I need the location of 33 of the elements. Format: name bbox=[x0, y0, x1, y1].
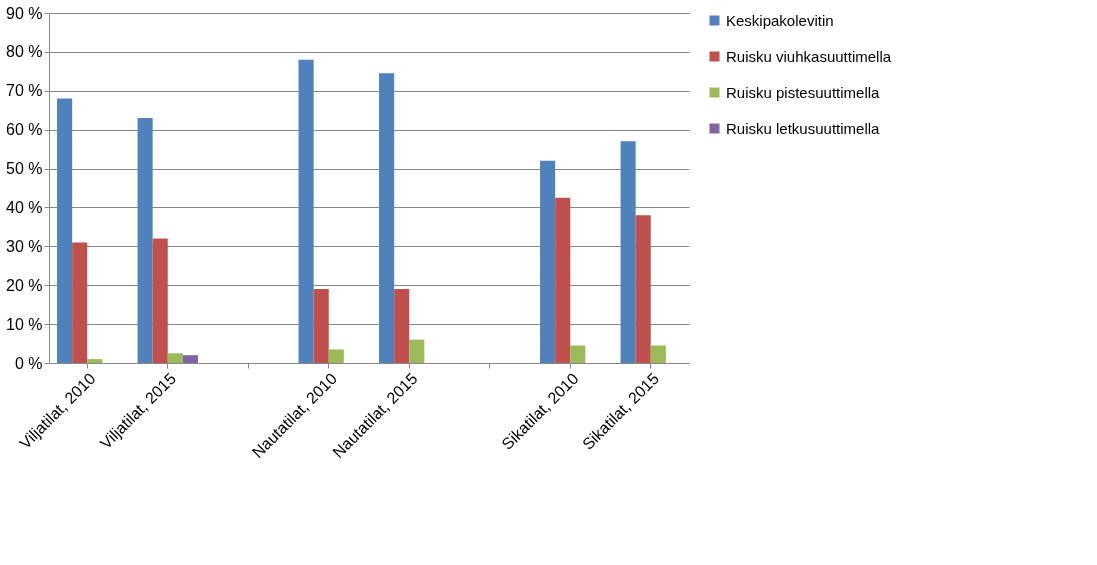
bar bbox=[137, 118, 153, 363]
y-tick-label: 60 % bbox=[6, 121, 43, 139]
legend-label: Ruisku letkusuuttimella bbox=[726, 119, 881, 137]
y-tick-label: 10 % bbox=[6, 315, 43, 333]
y-tick-label: 40 % bbox=[6, 198, 43, 216]
y-tick-label: 70 % bbox=[6, 82, 43, 100]
bar bbox=[72, 242, 88, 363]
bar bbox=[167, 353, 183, 363]
bar bbox=[87, 359, 103, 363]
bar bbox=[555, 197, 571, 363]
bar bbox=[182, 355, 198, 363]
legend-label: Ruisku pistesuuttimella bbox=[726, 83, 881, 101]
bar bbox=[394, 289, 410, 363]
bar bbox=[620, 141, 636, 363]
bar bbox=[328, 349, 344, 363]
legend-label: Keskipakolevitin bbox=[726, 11, 834, 29]
y-tick-label: 30 % bbox=[6, 237, 43, 255]
bar bbox=[313, 289, 329, 363]
bar bbox=[409, 339, 425, 363]
y-tick-label: 0 % bbox=[14, 354, 43, 372]
bar bbox=[298, 59, 314, 363]
bar bbox=[540, 160, 556, 363]
bar bbox=[570, 345, 586, 363]
y-tick-label: 90 % bbox=[6, 4, 43, 22]
y-tick-label: 20 % bbox=[6, 276, 43, 294]
y-tick-label: 80 % bbox=[6, 43, 43, 61]
bar bbox=[650, 345, 666, 363]
legend-label: Ruisku viuhkasuuttimella bbox=[726, 47, 892, 65]
bar bbox=[379, 73, 395, 363]
bar bbox=[635, 215, 651, 363]
bar bbox=[57, 98, 73, 363]
y-tick-label: 50 % bbox=[6, 160, 43, 178]
bar bbox=[152, 238, 168, 363]
